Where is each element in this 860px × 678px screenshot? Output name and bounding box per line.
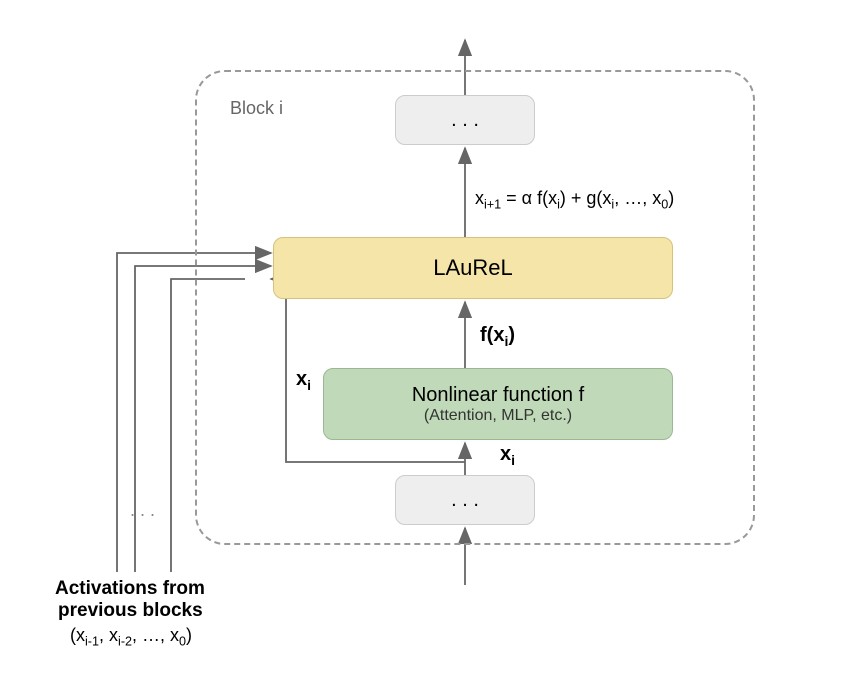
laurel-node: LAuReL bbox=[273, 237, 673, 299]
activations-title-line1: Activations from bbox=[55, 578, 205, 600]
diagram-root: Block i . . . LAuReL Nonlinear function … bbox=[0, 0, 860, 678]
laurel-text: LAuReL bbox=[433, 255, 513, 281]
block-i-label: Block i bbox=[230, 98, 283, 119]
xi-right-label: xi bbox=[500, 443, 515, 468]
activations-detail: (xi-1, xi-2, …, x0) bbox=[70, 625, 192, 649]
nonlinear-subtitle: (Attention, MLP, etc.) bbox=[424, 407, 572, 425]
top-ellipsis-node: . . . bbox=[395, 95, 535, 145]
ellipsis-text: . . . bbox=[451, 489, 479, 512]
left-ellipsis: . . . bbox=[130, 500, 155, 521]
xi-left-label: xi bbox=[296, 368, 311, 393]
equation-label: xi+1 = α f(xi) + g(xi, …, x0) bbox=[475, 188, 674, 212]
nonlinear-title: Nonlinear function f bbox=[412, 384, 584, 407]
fxi-label: f(xi) bbox=[480, 324, 515, 349]
bottom-ellipsis-node: . . . bbox=[395, 475, 535, 525]
activations-title-line2: previous blocks bbox=[58, 600, 203, 622]
ellipsis-text: . . . bbox=[451, 109, 479, 132]
nonlinear-node: Nonlinear function f (Attention, MLP, et… bbox=[323, 368, 673, 440]
